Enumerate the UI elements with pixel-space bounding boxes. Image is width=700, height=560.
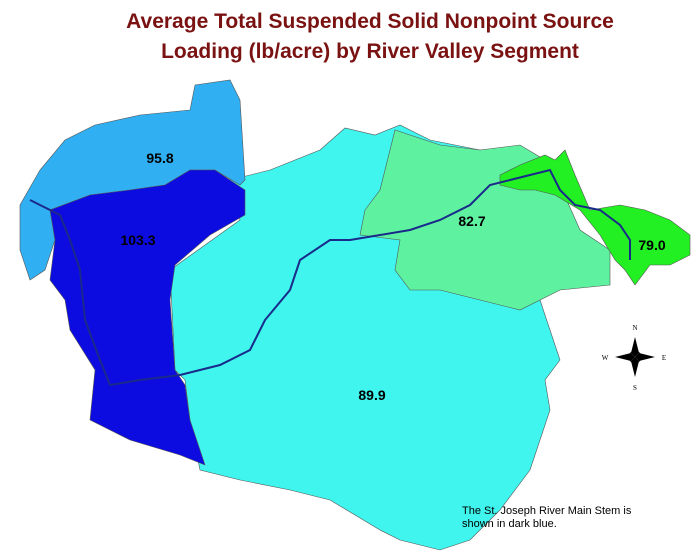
compass [615,337,655,377]
river [29,168,631,387]
region-label: 79.0 [638,237,665,253]
region [49,169,246,466]
title-line: Loading (lb/acre) by River Valley Segmen… [161,40,579,63]
region [499,149,691,286]
region-label: 82.7 [458,213,485,229]
compass-letter: E [662,354,666,362]
compass-letter: N [632,324,637,332]
region-label: 103.3 [120,232,155,248]
compass-letter: S [633,384,637,392]
note-line: The St. Joseph River Main Stem is [462,505,632,517]
region-label: 95.8 [146,150,173,166]
note-line: shown in dark blue. [462,518,557,530]
title-line: Average Total Suspended Solid Nonpoint S… [126,10,614,33]
compass-letter: W [602,354,609,362]
region-label: 89.9 [358,387,385,403]
